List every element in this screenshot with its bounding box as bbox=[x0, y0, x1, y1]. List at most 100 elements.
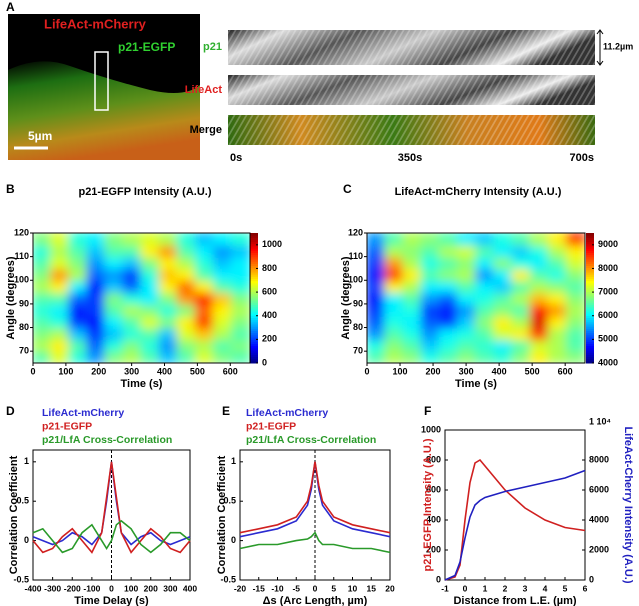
heatmap-cell bbox=[194, 267, 215, 282]
height-label: 11.2µm bbox=[603, 41, 633, 51]
colorbar-step bbox=[586, 276, 594, 279]
colorbar-label: 4000 bbox=[598, 357, 618, 367]
heatmap-cell bbox=[86, 350, 107, 363]
heatmap-cell bbox=[140, 314, 161, 329]
colorbar-step bbox=[586, 319, 594, 323]
heatmap-cell bbox=[122, 350, 143, 363]
heatmap-cell bbox=[158, 279, 179, 294]
legend-entry: LifeAct-mCherry bbox=[42, 407, 124, 419]
heatmap-cell bbox=[194, 338, 215, 353]
heatmap-cell bbox=[140, 326, 161, 341]
colorbar-step bbox=[250, 356, 258, 360]
colorbar-step bbox=[586, 334, 594, 338]
heatmap-cell bbox=[68, 255, 89, 270]
image-label: LifeAct-mCherry bbox=[44, 16, 147, 31]
heatmap-cell bbox=[140, 255, 161, 270]
heatmap-cell bbox=[140, 350, 161, 363]
heatmap-cell bbox=[493, 255, 514, 270]
chart-title: p21-EGFP Intensity (A.U.) bbox=[78, 186, 211, 198]
x-tick-label: 1 bbox=[483, 583, 488, 593]
colorbar-step bbox=[250, 295, 258, 299]
heatmap-cell bbox=[230, 302, 250, 317]
heatmap-cell bbox=[493, 326, 514, 341]
heatmap-cell bbox=[475, 267, 496, 282]
heatmap-cell bbox=[475, 291, 496, 305]
colorbar-step bbox=[250, 328, 258, 331]
image-label: p21-EGFP bbox=[118, 40, 175, 54]
heatmap-cell bbox=[420, 243, 441, 258]
heatmap-cell bbox=[438, 326, 459, 341]
x-tick-label: 100 bbox=[393, 366, 408, 376]
heatmap-cell bbox=[50, 279, 71, 294]
x-tick-label: 0 bbox=[30, 366, 35, 376]
colorbar-step bbox=[586, 287, 594, 290]
colorbar-step bbox=[250, 274, 258, 277]
heatmap-cell bbox=[420, 350, 441, 363]
heatmap-cell bbox=[33, 350, 53, 363]
colorbar-step bbox=[586, 239, 594, 243]
heatmap-cell bbox=[511, 314, 532, 329]
heatmap-cell bbox=[212, 302, 233, 317]
x-tick-label: 0 bbox=[463, 583, 468, 593]
heatmap-cell bbox=[50, 326, 71, 341]
heatmap-cell bbox=[565, 243, 585, 258]
heatmap-cell bbox=[402, 291, 423, 305]
colorbar-step bbox=[586, 256, 594, 260]
heatmap-cell bbox=[511, 338, 532, 353]
legend-entry: p21/LfA Cross-Correlation bbox=[246, 434, 376, 446]
colorbar-step bbox=[586, 343, 594, 347]
colorbar-step bbox=[250, 334, 258, 338]
heatmap-cell bbox=[547, 233, 568, 246]
heatmap-cell bbox=[158, 314, 179, 329]
heatmap-cell bbox=[438, 338, 459, 353]
heatmap-cell bbox=[511, 302, 532, 317]
heatmap-cell bbox=[158, 243, 179, 258]
heatmap-cell bbox=[493, 302, 514, 317]
heatmap-cell bbox=[50, 302, 71, 317]
colorbar-step bbox=[250, 354, 258, 357]
heatmap-cell bbox=[367, 326, 387, 341]
heatmap-cell bbox=[456, 326, 477, 341]
heatmap-cell bbox=[104, 338, 125, 353]
panel-letter: D bbox=[6, 404, 15, 418]
heatmap-cell bbox=[493, 243, 514, 258]
colorbar-step bbox=[586, 263, 594, 266]
colorbar-step bbox=[250, 317, 258, 321]
x-tick-label: 600 bbox=[223, 366, 238, 376]
colorbar-step bbox=[250, 321, 258, 325]
chart-title: LifeAct-mCherry Intensity (A.U.) bbox=[395, 186, 562, 198]
heatmap-cell bbox=[529, 243, 550, 258]
heatmap-cell bbox=[33, 267, 53, 282]
heatmap-cell bbox=[547, 267, 568, 282]
colorbar-step bbox=[250, 308, 258, 312]
colorbar-step bbox=[250, 298, 258, 301]
heatmap-cell bbox=[176, 267, 197, 282]
colorbar-step bbox=[586, 345, 594, 349]
panel-letter: B bbox=[6, 182, 15, 196]
heatmap-cell bbox=[104, 302, 125, 317]
plot-frame bbox=[366, 232, 586, 364]
heatmap-cell bbox=[511, 243, 532, 258]
heatmap-cell bbox=[402, 326, 423, 341]
heatmap-cell bbox=[493, 279, 514, 294]
x-tick-label: -300 bbox=[44, 583, 61, 593]
heatmap-cell bbox=[33, 255, 53, 270]
colorbar-step bbox=[250, 248, 258, 251]
heatmap-cell bbox=[438, 243, 459, 258]
heatmap-cell bbox=[158, 338, 179, 353]
heatmap-cell bbox=[122, 279, 143, 294]
heatmap-cell bbox=[212, 338, 233, 353]
heatmap-cell bbox=[68, 326, 89, 341]
y2-tick-label: 1 10⁴ bbox=[589, 416, 611, 426]
x-tick-label: 500 bbox=[190, 366, 205, 376]
heatmap-cell bbox=[68, 350, 89, 363]
colorbar-step bbox=[250, 332, 258, 336]
heatmap-cell bbox=[475, 255, 496, 270]
heatmap-cell bbox=[438, 314, 459, 329]
x-tick-label: -20 bbox=[234, 583, 247, 593]
heatmap-cell bbox=[547, 350, 568, 363]
colorbar-step bbox=[586, 282, 594, 286]
colorbar-step bbox=[586, 293, 594, 297]
y-tick-label: 1000 bbox=[421, 424, 441, 434]
y2-tick-label: 6000 bbox=[589, 484, 609, 494]
